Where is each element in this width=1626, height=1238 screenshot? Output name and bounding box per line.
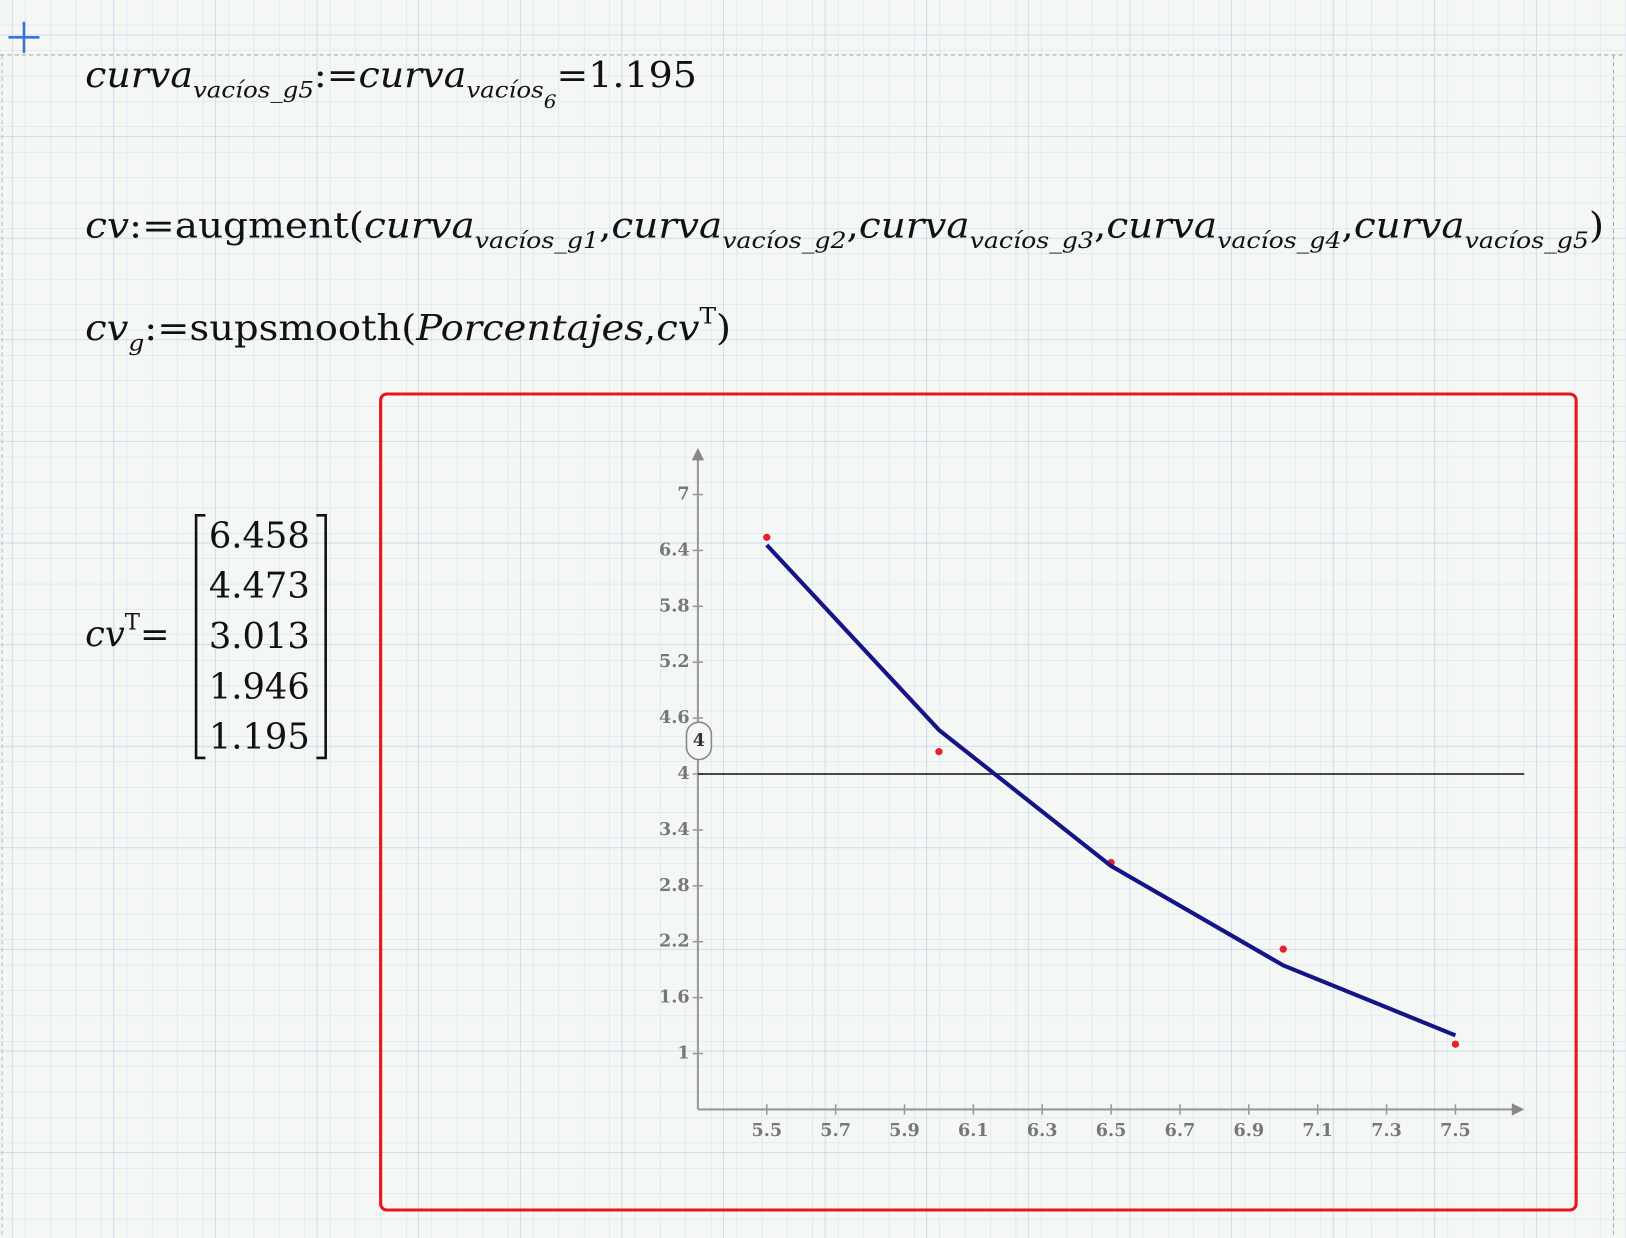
y-tick-label: 6.4	[659, 539, 690, 560]
token: vacíos_g2	[722, 228, 846, 254]
token: 1.195	[588, 55, 697, 96]
token: supsmooth	[189, 308, 401, 349]
token: cv	[85, 308, 128, 349]
token: )	[716, 308, 731, 349]
token: vacíos_g5	[193, 77, 314, 103]
token: curva	[611, 205, 722, 246]
x-tick-label: 7.1	[1302, 1120, 1333, 1141]
y-tick-label: 1	[677, 1043, 689, 1064]
token: augment	[175, 205, 349, 246]
matrix-entry: 6.458	[209, 515, 310, 556]
token: :=	[129, 205, 175, 246]
token: ,	[1094, 205, 1106, 246]
matrix-entry: 1.195	[209, 717, 310, 758]
data-point	[935, 748, 943, 756]
y-axis-arrow	[691, 447, 705, 461]
x-tick-label: 5.7	[820, 1120, 851, 1141]
token: vacíos_g3	[970, 228, 1094, 254]
token: vacíos_g1	[475, 228, 599, 254]
token: )	[1589, 205, 1604, 246]
y-tick-label: 3.4	[659, 819, 690, 840]
token: (	[349, 205, 364, 246]
x-tick-label: 7.3	[1371, 1120, 1402, 1141]
y-tick-label: 2.8	[659, 875, 690, 896]
token: :=	[144, 308, 189, 349]
token: cv	[85, 614, 125, 655]
token: cv	[656, 308, 699, 349]
token: curva	[85, 55, 193, 96]
token: curva	[859, 205, 970, 246]
selection-box	[379, 392, 1578, 1212]
matrix-brackets	[194, 514, 327, 760]
token: curva	[1106, 205, 1217, 246]
y-tick-label: 5.2	[659, 651, 690, 672]
y-tick-label: 1.6	[659, 987, 690, 1008]
token: ,	[644, 308, 656, 349]
token: vacíos	[466, 77, 543, 103]
x-tick-label: 6.9	[1234, 1120, 1265, 1141]
token: vacíos_g4	[1217, 228, 1341, 254]
x-tick-label: 6.7	[1165, 1120, 1196, 1141]
insertion-cursor[interactable]	[8, 21, 40, 53]
token: cv	[85, 205, 129, 246]
data-line	[765, 543, 1457, 1038]
y-tick-label: 5.8	[659, 595, 690, 616]
matrix-entry: 1.946	[209, 666, 310, 707]
y-tick-label: 7	[677, 484, 689, 505]
y-tick-label: 4	[677, 763, 689, 784]
y-tick-label: 4.6	[659, 707, 690, 728]
token: curva	[359, 55, 467, 96]
token: T	[699, 303, 716, 329]
token: :=	[314, 55, 359, 96]
token: ,	[1341, 205, 1353, 246]
y-tick-label: 2.2	[659, 931, 690, 952]
token: Porcentajes	[415, 308, 644, 349]
data-point	[1451, 1040, 1460, 1048]
token: (	[401, 308, 416, 349]
matrix-entry: 4.473	[209, 566, 310, 607]
marker-label: 4	[693, 730, 705, 751]
token: T	[125, 609, 140, 635]
x-tick-label: 5.9	[889, 1120, 920, 1141]
x-axis-arrow	[1511, 1103, 1525, 1116]
token: vacíos_g5	[1465, 228, 1589, 254]
x-tick-label: 6.1	[958, 1120, 989, 1141]
expression[interactable]: cv:= augment (curva vacíos_g1 ,curva vacíos_g…	[85, 205, 1604, 253]
token: ,	[599, 205, 611, 246]
matrix-entry: 3.013	[209, 616, 310, 657]
token: ,	[846, 205, 858, 246]
x-tick-label: 7.5	[1440, 1120, 1471, 1141]
expression[interactable]: cvT=	[85, 609, 169, 655]
plot[interactable]: 5.5 5.7 5.9 6.1 6.3 6.5 6.7 6.9 7.1 7.3 7.5 1 1.6 2.2…	[659, 447, 1525, 1141]
expression[interactable]: curva vacíos_g5:=curva vacíos 6=1.195	[85, 55, 697, 113]
data-point	[763, 533, 771, 541]
token: =	[557, 55, 589, 96]
token: =	[140, 614, 170, 655]
marker-badge	[685, 721, 713, 761]
x-tick-label: 5.5	[751, 1120, 782, 1141]
x-tick-label: 6.5	[1096, 1120, 1127, 1141]
data-point	[1279, 945, 1287, 953]
token: g	[128, 330, 144, 356]
token: curva	[1354, 205, 1465, 246]
expression[interactable]: cv g:= supsmooth (Porcentajes ,cv T)	[85, 303, 731, 356]
matrix[interactable]: 6.458 4.473 3.013 1.946 1.195	[209, 515, 310, 757]
token: curva	[364, 205, 475, 246]
token: 6	[544, 92, 557, 113]
x-tick-label: 6.3	[1027, 1120, 1058, 1141]
